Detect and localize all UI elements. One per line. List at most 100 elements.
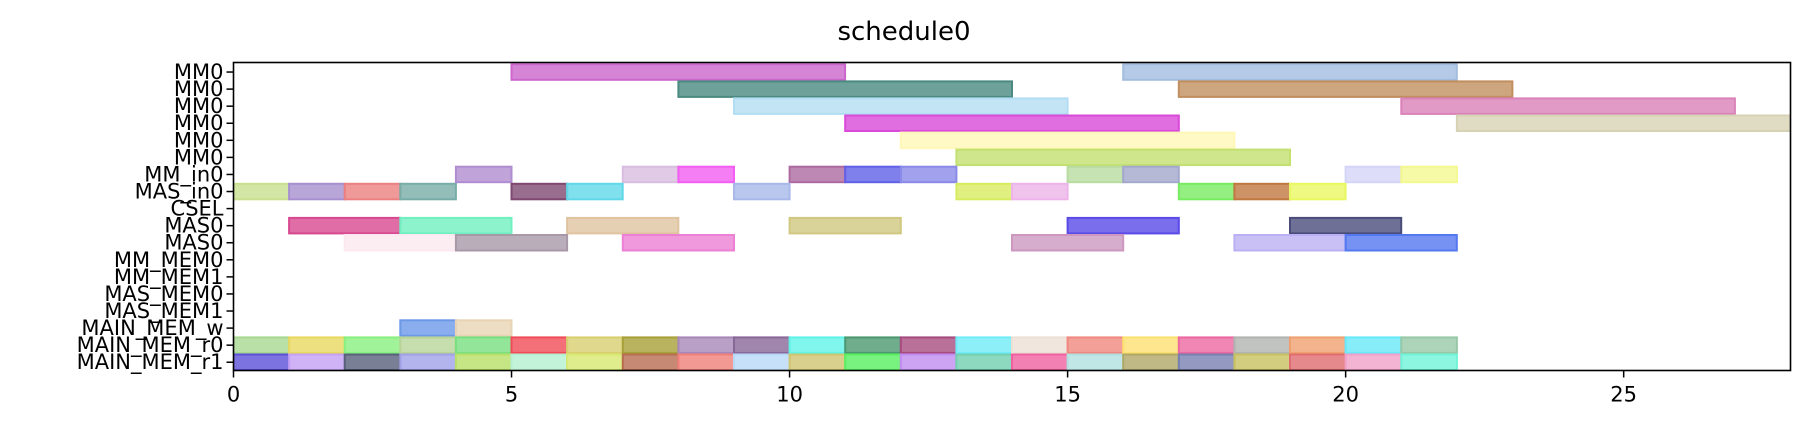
x-axis: 0 5 10 15 20 25 [227, 370, 1637, 407]
task-bar [1066, 216, 1180, 235]
task-bar [621, 336, 680, 354]
task-bar [288, 182, 346, 201]
task-bar [1400, 336, 1458, 354]
task-bar [566, 216, 680, 235]
task-bar [1011, 353, 1069, 371]
lane-label: MM_in0 [144, 162, 223, 187]
task-bar [566, 182, 624, 201]
task-bar [343, 353, 402, 371]
task-bar [1233, 234, 1347, 252]
task-bar [1011, 336, 1069, 354]
task-bar [1177, 336, 1236, 354]
task-bar [1066, 165, 1125, 184]
task-bar [621, 234, 735, 252]
task-bar [733, 182, 791, 201]
x-tick-label: 5 [505, 383, 518, 407]
task-bar [399, 336, 457, 354]
lane-label: MAIN_MEM_r1 [77, 350, 224, 375]
chart-title: schedule0 [837, 17, 970, 47]
task-bar [1289, 216, 1403, 235]
task-bar [510, 336, 569, 354]
task-bar [1122, 63, 1458, 81]
task-bar [899, 165, 958, 184]
task-bar [1400, 353, 1458, 371]
lane-label: MM_MEM1 [114, 265, 224, 290]
lane-label: MM_MEM0 [114, 248, 224, 273]
task-bar [454, 319, 513, 337]
lane-label: MAS_MEM1 [104, 299, 223, 324]
task-bar [454, 165, 513, 184]
task-bar [288, 216, 402, 235]
task-bar [844, 336, 902, 354]
task-bar [1066, 353, 1125, 371]
x-tick-label: 15 [1054, 383, 1081, 407]
task-bar [844, 353, 902, 371]
task-bar [1233, 336, 1292, 354]
task-bar [844, 165, 902, 184]
task-bar [1122, 165, 1180, 184]
task-bar [788, 336, 847, 354]
task-bar [1233, 353, 1292, 371]
task-bar [677, 336, 736, 354]
task-bar [955, 182, 1014, 201]
x-tick-label: 0 [227, 383, 240, 407]
lane-label: MM0 [174, 60, 224, 84]
task-bar [844, 114, 1180, 132]
task-bar [1177, 353, 1236, 371]
task-bar [899, 353, 958, 371]
x-tick-label: 10 [776, 383, 803, 407]
task-bar [510, 63, 847, 81]
task-bar [677, 80, 1014, 98]
task-bar [1011, 234, 1125, 252]
task-bar [566, 353, 624, 371]
task-bar [510, 182, 569, 201]
lane-label: MM0 [174, 77, 224, 101]
lane-label: MAIN_MEM_r0 [77, 333, 224, 358]
task-bar [899, 131, 1236, 150]
task-bar [343, 182, 402, 201]
task-bar [399, 216, 513, 235]
task-bar [454, 353, 513, 371]
task-bar [343, 234, 457, 252]
task-bar [1344, 353, 1403, 371]
lane-label: MAS0 [164, 231, 223, 255]
task-bar [955, 148, 1292, 167]
bars-layer [233, 63, 1791, 371]
task-bar [399, 319, 457, 337]
task-bar [510, 353, 569, 371]
task-bar [621, 353, 680, 371]
task-bar [733, 336, 791, 354]
task-bar [788, 216, 902, 235]
x-tick-label: 20 [1332, 383, 1359, 407]
task-bar [621, 165, 680, 184]
task-bar [399, 353, 457, 371]
task-bar [343, 336, 402, 354]
lane-label: MM0 [174, 111, 224, 135]
task-bar [399, 182, 457, 201]
x-tick-label: 25 [1610, 383, 1637, 407]
task-bar [1344, 234, 1458, 252]
task-bar [899, 336, 958, 354]
task-bar [454, 234, 569, 252]
lane-label: MM0 [174, 145, 224, 169]
lane-label: MAS_in0 [135, 180, 224, 205]
task-bar [1177, 182, 1236, 201]
lane-label: MAIN_MEM_w [81, 316, 223, 341]
lane-label: MAS0 [164, 214, 223, 238]
task-bar [233, 336, 291, 354]
task-bar [1233, 182, 1292, 201]
task-bar [733, 353, 791, 371]
task-bar [454, 336, 513, 354]
task-bar [1400, 97, 1736, 115]
lane-label: MAS_MEM0 [104, 282, 223, 307]
lane-labels: MM0MM0MM0MM0MM0MM0MM_in0MAS_in0CSELMAS0M… [77, 60, 234, 375]
task-bar [677, 353, 736, 371]
task-bar [1400, 165, 1458, 184]
task-bar [566, 336, 624, 354]
task-bar [1289, 182, 1347, 201]
task-bar [733, 97, 1069, 115]
task-bar [1289, 336, 1347, 354]
task-bar [1344, 165, 1403, 184]
task-bar [677, 165, 736, 184]
